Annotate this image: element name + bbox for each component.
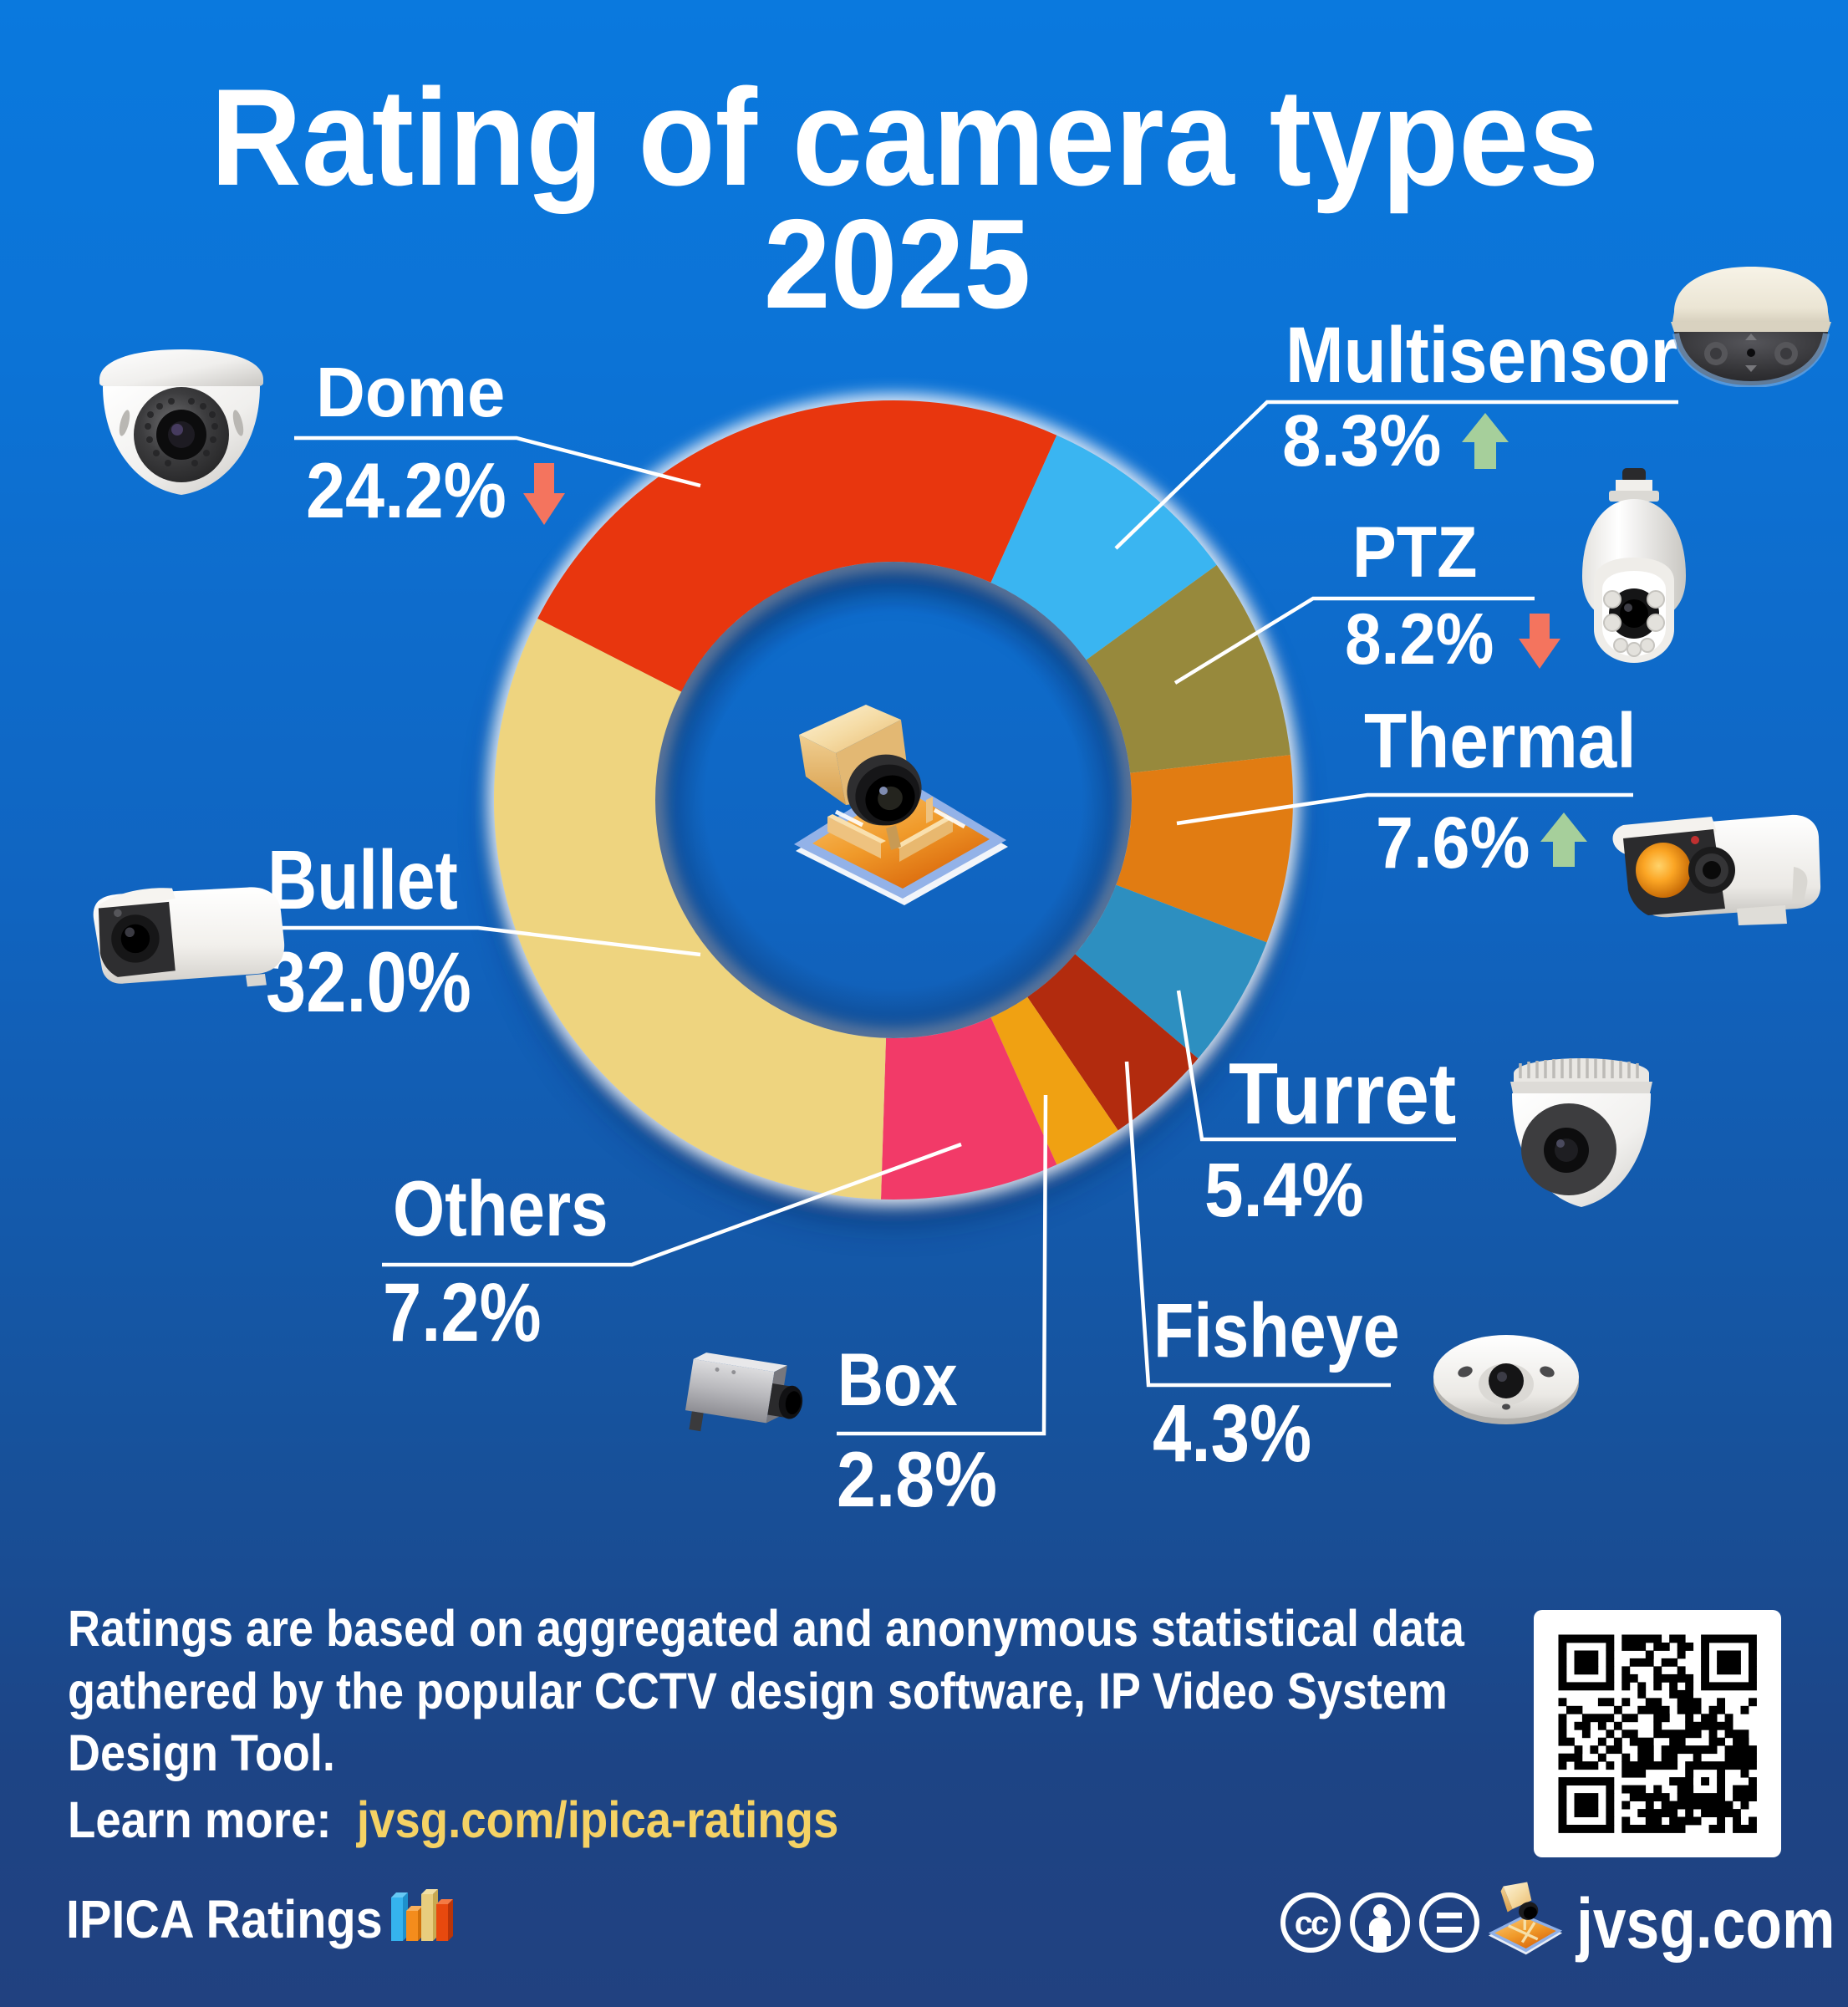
svg-text:cc: cc [1295,1905,1329,1942]
